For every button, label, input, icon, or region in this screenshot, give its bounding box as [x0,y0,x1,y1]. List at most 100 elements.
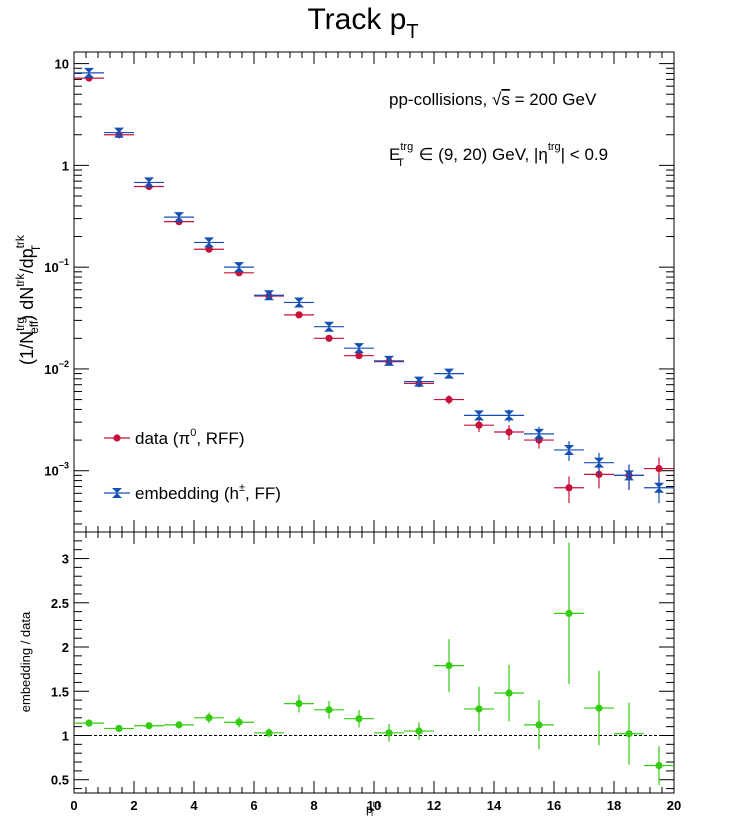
embedding-marker [114,127,124,138]
x-tick-label: 16 [547,798,561,813]
embedding-point [434,368,464,379]
embedding-point [464,410,494,421]
embedding-marker [474,410,484,421]
data-point [644,457,674,484]
ratio-point [524,700,554,750]
embedding-point [104,127,134,138]
embedding-point [284,297,314,308]
top-y-axis-ticks: 10 1 10−1 10−2 10−3 [44,57,674,525]
top-y-tick-label: 10−2 [44,359,69,377]
bottom-y-axis-ticks: 0.5 1 1.5 2 2.5 3 [51,540,674,790]
chart-title: Track pT [307,3,418,43]
ratio-marker [145,722,153,730]
bottom-y-tick-label: 3 [62,552,69,567]
embedding-marker [324,321,334,332]
embedding-point [644,476,674,504]
top-plot-frame [73,51,675,533]
ratio-point [404,722,434,740]
ratio-marker [85,719,93,727]
x-axis-ticks: 0 2 4 6 8 10 12 14 16 18 20 [70,52,681,813]
legend-marker-embedding [112,488,122,498]
embedding-marker [294,297,304,308]
annotation-collision: pp-collisions, √s = 200 GeV [389,90,597,109]
embedding-point [314,321,344,332]
embedding-marker [384,355,394,366]
bottom-y-tick-label: 1.5 [51,684,69,699]
ratio-point [224,716,254,728]
ratio-point [374,723,404,742]
ratio-marker [175,721,183,729]
bottom-y-tick-label: 0.5 [51,773,69,788]
x-tick-label: 4 [190,798,198,813]
bottom-y-tick-label: 2.5 [51,596,69,611]
legend-marker-data [113,434,121,442]
top-y-tick-label: 10−1 [44,257,69,275]
ratio-marker [505,689,513,697]
embedding-point [194,237,224,248]
x-tick-label: 20 [667,798,681,813]
ratio-point [494,664,524,722]
embedding-point [164,212,194,223]
legend-entry-data: data (π0, RFF) [104,427,244,448]
ratio-point [74,719,104,727]
x-tick-label: 2 [130,798,137,813]
data-point [284,311,314,319]
ratio-marker [595,704,603,712]
ratio-point [194,712,224,724]
data-marker [505,428,513,436]
x-axis-label: ptrk T [366,800,383,818]
x-tick-label: 0 [70,798,77,813]
ratio-marker [115,724,123,733]
legend-label-data: data (π0, RFF) [135,427,244,448]
embedding-marker [564,444,574,455]
embedding-marker [534,428,544,439]
x-tick-label: 14 [487,798,502,813]
ratio-marker [235,718,243,726]
ratio-point [434,639,464,693]
embedding-marker [204,237,214,248]
ratio-point [344,709,374,728]
data-point [464,419,494,433]
x-tick-label: 12 [427,798,441,813]
bottom-y-tick-label: 2 [62,640,69,655]
embedding-marker [624,470,634,481]
ratio-marker [475,705,483,713]
data-marker [205,245,213,253]
embedding-marker [234,262,244,273]
data-marker [445,395,453,404]
embedding-point [494,409,524,423]
x-tick-label: 6 [250,798,257,813]
embedding-point [134,177,164,188]
ratio-marker [565,609,573,617]
series-embedding-points [74,67,674,504]
data-point [554,476,584,504]
legend: data (π0, RFF) embedding (h±, FF) [104,427,281,503]
data-marker [565,484,573,492]
embedding-point [524,426,554,443]
bottom-y-axis-label: embedding / data [18,611,33,712]
embedding-marker [594,457,604,468]
embedding-marker [504,410,514,421]
top-y-tick-label: 10−3 [44,461,69,479]
embedding-point [584,452,614,476]
legend-entry-embedding: embedding (h±, FF) [104,482,281,503]
embedding-point [74,67,104,78]
embedding-point [614,464,644,490]
bottom-plot-frame [73,531,675,794]
x-tick-label: 8 [310,798,317,813]
data-point [314,334,344,342]
embedding-marker [414,376,424,387]
embedding-marker [144,177,154,188]
ratio-marker [445,661,453,670]
ratio-point [314,700,344,719]
ratio-marker [625,730,633,738]
data-point [344,352,374,360]
ratio-point [104,724,134,733]
ratio-point [464,686,494,732]
data-point [494,425,524,441]
ratio-point [554,542,584,685]
ratio-marker [325,706,333,714]
ratio-marker [415,727,423,735]
data-marker [355,352,363,360]
data-marker [325,334,333,342]
